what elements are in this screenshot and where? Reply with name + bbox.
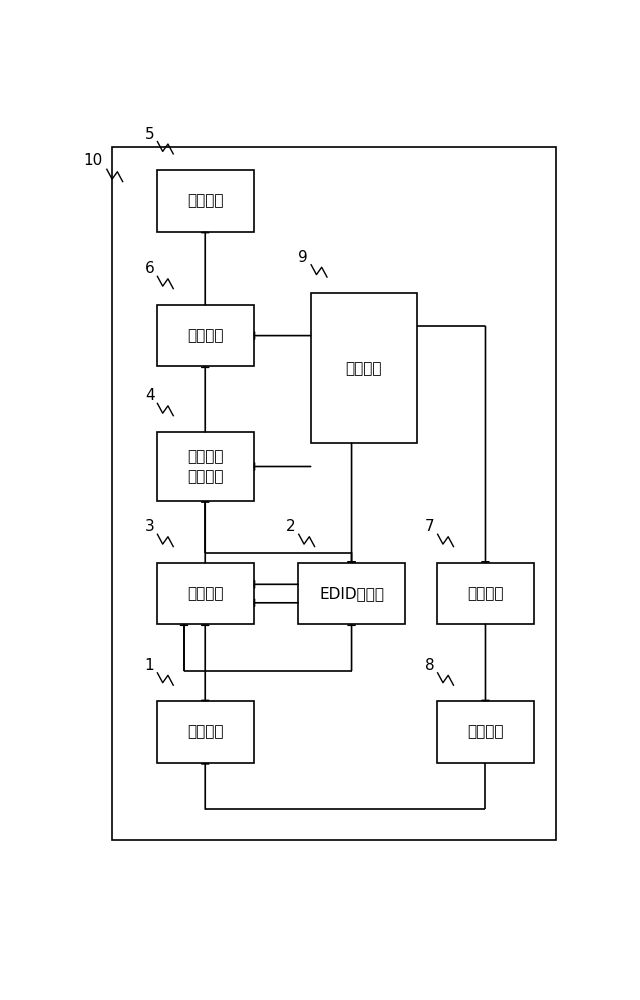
Text: 输出单元: 输出单元 (467, 586, 504, 601)
Bar (157, 305, 253, 366)
Text: 8: 8 (425, 658, 435, 673)
Text: 6: 6 (145, 261, 154, 276)
Bar (437, 701, 534, 763)
Text: 10: 10 (83, 153, 102, 168)
Text: 输出终端: 输出终端 (467, 725, 504, 740)
Text: 接收单元: 接收单元 (187, 586, 223, 601)
Bar (310, 293, 417, 443)
Text: 7: 7 (425, 519, 435, 534)
Text: 显示单元: 显示单元 (187, 193, 223, 208)
Bar (157, 701, 253, 763)
Text: 3: 3 (145, 519, 154, 534)
Text: 5: 5 (145, 127, 154, 142)
Bar (157, 170, 253, 232)
Bar (112, 147, 556, 840)
Text: 1: 1 (145, 658, 154, 673)
Text: 视频信号
处理单元: 视频信号 处理单元 (187, 449, 223, 484)
Text: 驱动单元: 驱动单元 (187, 328, 223, 343)
Text: EDID存储器: EDID存储器 (319, 586, 384, 601)
Bar (157, 432, 253, 501)
Text: 9: 9 (298, 250, 308, 265)
Text: 控制单元: 控制单元 (346, 361, 382, 376)
Text: 4: 4 (145, 388, 154, 403)
Bar (157, 563, 253, 624)
Text: 2: 2 (286, 519, 296, 534)
Bar (298, 563, 405, 624)
Text: 输入终端: 输入终端 (187, 725, 223, 740)
Bar (437, 563, 534, 624)
